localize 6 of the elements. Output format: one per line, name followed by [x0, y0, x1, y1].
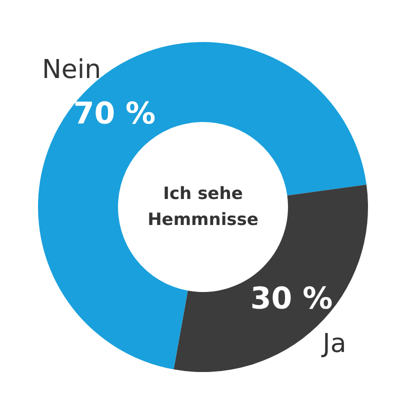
donut-slice — [38, 42, 366, 370]
slice-label: Ja — [320, 329, 346, 360]
data-label: 30 % — [250, 281, 333, 316]
data-label: 70 % — [73, 96, 156, 132]
text: Ich sehe Hemmnisse — [148, 184, 258, 230]
slice-label: Nein — [42, 54, 102, 85]
